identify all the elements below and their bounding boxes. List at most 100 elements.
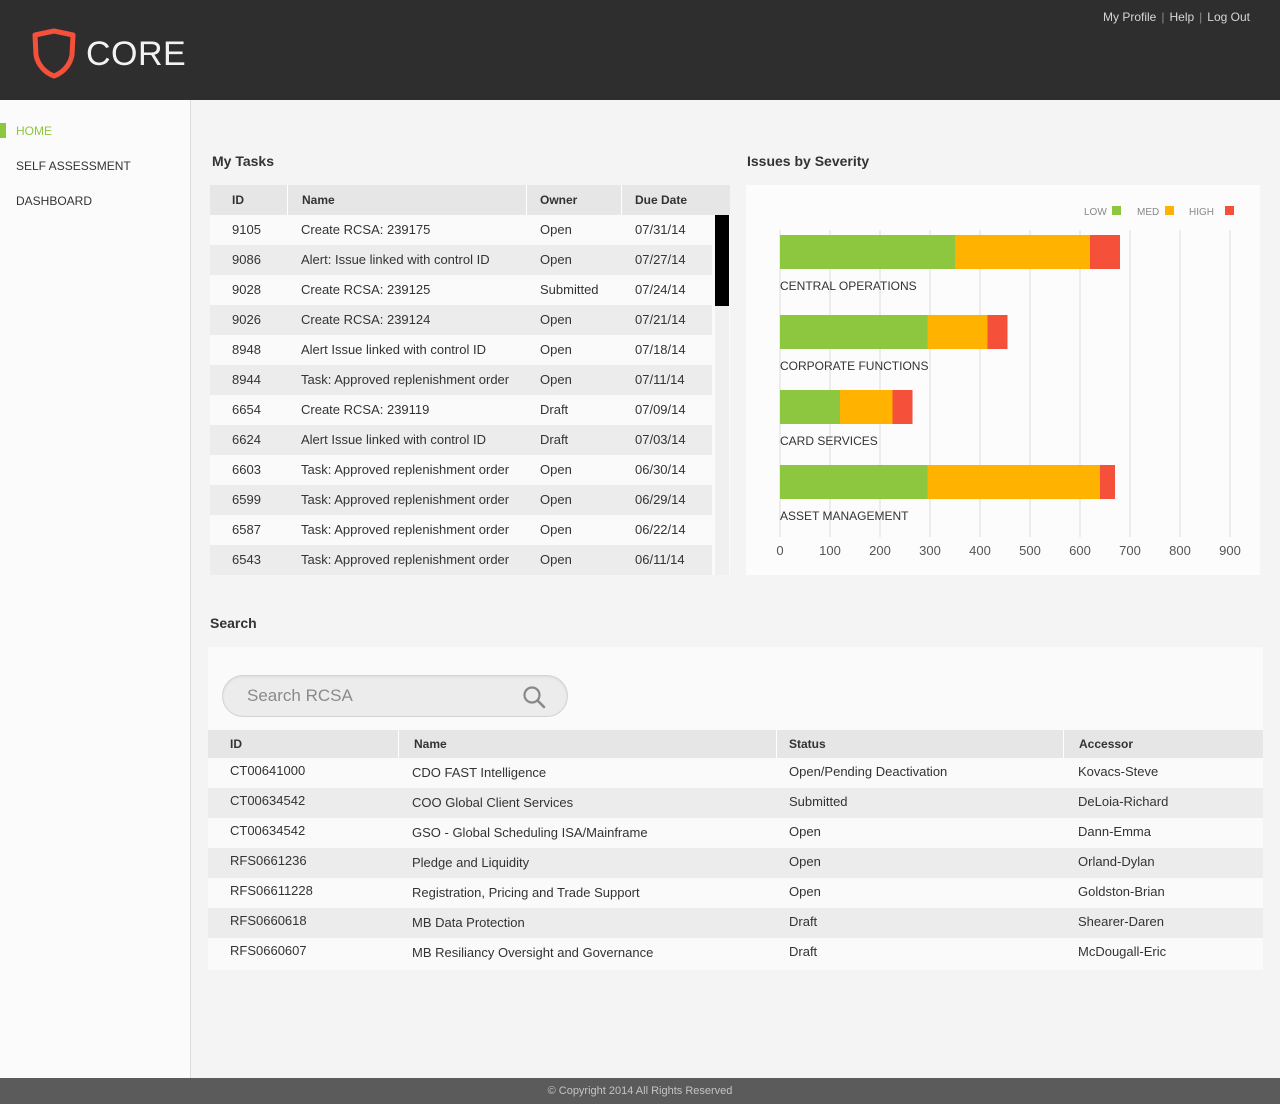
column-header-id[interactable]: ID bbox=[230, 737, 242, 751]
table-row[interactable]: 6543 Task: Approved replenishment order Op… bbox=[210, 545, 712, 575]
table-row[interactable]: RFS06611228 Registration, Pricing and Tra… bbox=[208, 878, 1263, 908]
table-row[interactable]: RFS0660607 MB Resiliancy Oversight and Go… bbox=[208, 938, 1263, 968]
result-status: Draft bbox=[789, 914, 818, 929]
table-row[interactable]: 6599 Task: Approved replenishment order Op… bbox=[210, 485, 712, 515]
result-accessor: Dann-Emma bbox=[1078, 824, 1151, 839]
bar-med[interactable] bbox=[955, 235, 1090, 269]
task-name: Task: Approved replenishment order bbox=[301, 552, 510, 567]
result-name: MB Data Protection bbox=[412, 915, 525, 930]
column-header-accessor[interactable]: Accessor bbox=[1079, 737, 1134, 751]
table-row[interactable]: 6654 Create RCSA: 239119 Draft 07/09/14 bbox=[210, 395, 712, 425]
top-links: My Profile | Help | Log Out bbox=[1103, 10, 1250, 24]
task-id: 6543 bbox=[232, 552, 261, 567]
task-id: 9026 bbox=[232, 312, 261, 327]
bar-high[interactable] bbox=[1100, 465, 1115, 499]
bar-low[interactable] bbox=[780, 390, 840, 424]
table-row[interactable]: 6624 Alert Issue linked with control ID Dr… bbox=[210, 425, 712, 455]
task-owner: Draft bbox=[540, 402, 569, 417]
task-name: Create RCSA: 239119 bbox=[301, 402, 430, 417]
result-accessor: Shearer-Daren bbox=[1078, 914, 1164, 929]
table-row[interactable]: CT00634542 GSO - Global Scheduling ISA/Ma… bbox=[208, 818, 1263, 848]
table-row[interactable]: 6587 Task: Approved replenishment order Op… bbox=[210, 515, 712, 545]
bar-low[interactable] bbox=[780, 465, 928, 499]
result-id: CT00634542 bbox=[230, 823, 306, 838]
legend-label: LOW bbox=[1084, 207, 1107, 218]
tasks-scrollbar-thumb[interactable] bbox=[715, 215, 729, 306]
task-owner: Open bbox=[540, 492, 572, 507]
task-due-date: 06/11/14 bbox=[635, 552, 685, 567]
bar-high[interactable] bbox=[892, 390, 913, 424]
bar-high[interactable] bbox=[1090, 235, 1120, 269]
task-id: 6603 bbox=[232, 462, 261, 477]
task-id: 6624 bbox=[232, 432, 261, 447]
task-due-date: 07/24/14 bbox=[635, 282, 686, 297]
table-row[interactable]: RFS0660618 MB Data Protection Draft Shearer… bbox=[208, 908, 1263, 938]
bar-med[interactable] bbox=[840, 390, 893, 424]
table-row[interactable]: RFS0661236 Pledge and Liquidity Open Orland… bbox=[208, 848, 1263, 878]
table-row[interactable]: 9026 Create RCSA: 239124 Open 07/21/14 bbox=[210, 305, 712, 335]
footer: © Copyright 2014 All Rights Reserved bbox=[0, 1078, 1280, 1104]
column-header-id[interactable]: ID bbox=[232, 193, 244, 207]
task-due-date: 07/31/14 bbox=[635, 222, 686, 237]
sidebar-item-self-assessment[interactable]: SELF ASSESSMENT bbox=[16, 159, 131, 173]
help-link[interactable]: Help bbox=[1169, 10, 1195, 24]
task-due-date: 07/21/14 bbox=[635, 312, 686, 327]
task-name: Create RCSA: 239175 bbox=[301, 222, 431, 237]
task-name: Task: Approved replenishment order bbox=[301, 462, 510, 477]
sidebar-item-home[interactable]: HOME bbox=[16, 124, 52, 138]
result-accessor: McDougall-Eric bbox=[1078, 944, 1167, 959]
column-header-name[interactable]: Name bbox=[414, 737, 447, 751]
my-profile-link[interactable]: My Profile bbox=[1103, 10, 1157, 24]
search-title: Search bbox=[210, 615, 257, 631]
bar-low[interactable] bbox=[780, 235, 955, 269]
task-owner: Draft bbox=[540, 432, 569, 447]
result-status: Open bbox=[789, 884, 821, 899]
bar-med[interactable] bbox=[927, 315, 988, 349]
task-due-date: 07/03/14 bbox=[635, 432, 686, 447]
bar-low[interactable] bbox=[780, 315, 928, 349]
table-row[interactable]: CT00641000 CDO FAST Intelligence Open/Pend… bbox=[208, 758, 1263, 788]
task-owner: Open bbox=[540, 462, 572, 477]
task-id: 6599 bbox=[232, 492, 261, 507]
result-id: CT00634542 bbox=[230, 793, 306, 808]
result-name: GSO - Global Scheduling ISA/Mainframe bbox=[412, 825, 648, 840]
table-row[interactable]: 9086 Alert: Issue linked with control ID O… bbox=[210, 245, 712, 275]
table-row[interactable]: 6603 Task: Approved replenishment order Op… bbox=[210, 455, 712, 485]
column-header-due-date[interactable]: Due Date bbox=[635, 193, 688, 207]
legend-label: MED bbox=[1137, 207, 1159, 218]
chart-title: Issues by Severity bbox=[747, 153, 870, 169]
bar-med[interactable] bbox=[927, 465, 1101, 499]
x-tick-label: 500 bbox=[1019, 543, 1041, 558]
x-tick-label: 600 bbox=[1069, 543, 1091, 558]
task-name: Alert: Issue linked with control ID bbox=[301, 252, 490, 267]
legend-swatch bbox=[1225, 206, 1234, 215]
column-header-owner[interactable]: Owner bbox=[540, 193, 578, 207]
sidebar-item-dashboard[interactable]: DASHBOARD bbox=[16, 194, 93, 208]
bar-high[interactable] bbox=[987, 315, 1008, 349]
active-nav-marker bbox=[0, 123, 6, 138]
logout-link[interactable]: Log Out bbox=[1207, 10, 1250, 24]
x-tick-label: 800 bbox=[1169, 543, 1191, 558]
tasks-table-header: ID Name Owner Due Date bbox=[210, 185, 730, 215]
result-id: CT00641000 bbox=[230, 763, 306, 778]
table-row[interactable]: 9105 Create RCSA: 239175 Open 07/31/14 bbox=[210, 215, 712, 245]
task-due-date: 06/30/14 bbox=[635, 462, 686, 477]
task-due-date: 07/18/14 bbox=[635, 342, 686, 357]
column-divider bbox=[398, 730, 399, 758]
column-header-name[interactable]: Name bbox=[302, 193, 335, 207]
table-row[interactable]: 8944 Task: Approved replenishment order Op… bbox=[210, 365, 712, 395]
search-input[interactable] bbox=[247, 684, 507, 708]
result-accessor: Goldston-Brian bbox=[1078, 884, 1165, 899]
category-label: ASSET MANAGEMENT bbox=[780, 509, 909, 523]
column-divider bbox=[526, 185, 527, 215]
table-row[interactable]: 8948 Alert Issue linked with control ID Op… bbox=[210, 335, 712, 365]
legend-label: HIGH bbox=[1189, 207, 1214, 218]
column-header-status[interactable]: Status bbox=[789, 737, 826, 751]
table-row[interactable]: 9028 Create RCSA: 239125 Submitted 07/24/14 bbox=[210, 275, 712, 305]
task-id: 9105 bbox=[232, 222, 261, 237]
result-status: Submitted bbox=[789, 794, 848, 809]
search-icon[interactable] bbox=[522, 685, 546, 709]
app-logo[interactable]: CORE bbox=[30, 28, 186, 80]
table-row[interactable]: CT00634542 COO Global Client Services Subm… bbox=[208, 788, 1263, 818]
task-name: Alert Issue linked with control ID bbox=[301, 432, 486, 447]
